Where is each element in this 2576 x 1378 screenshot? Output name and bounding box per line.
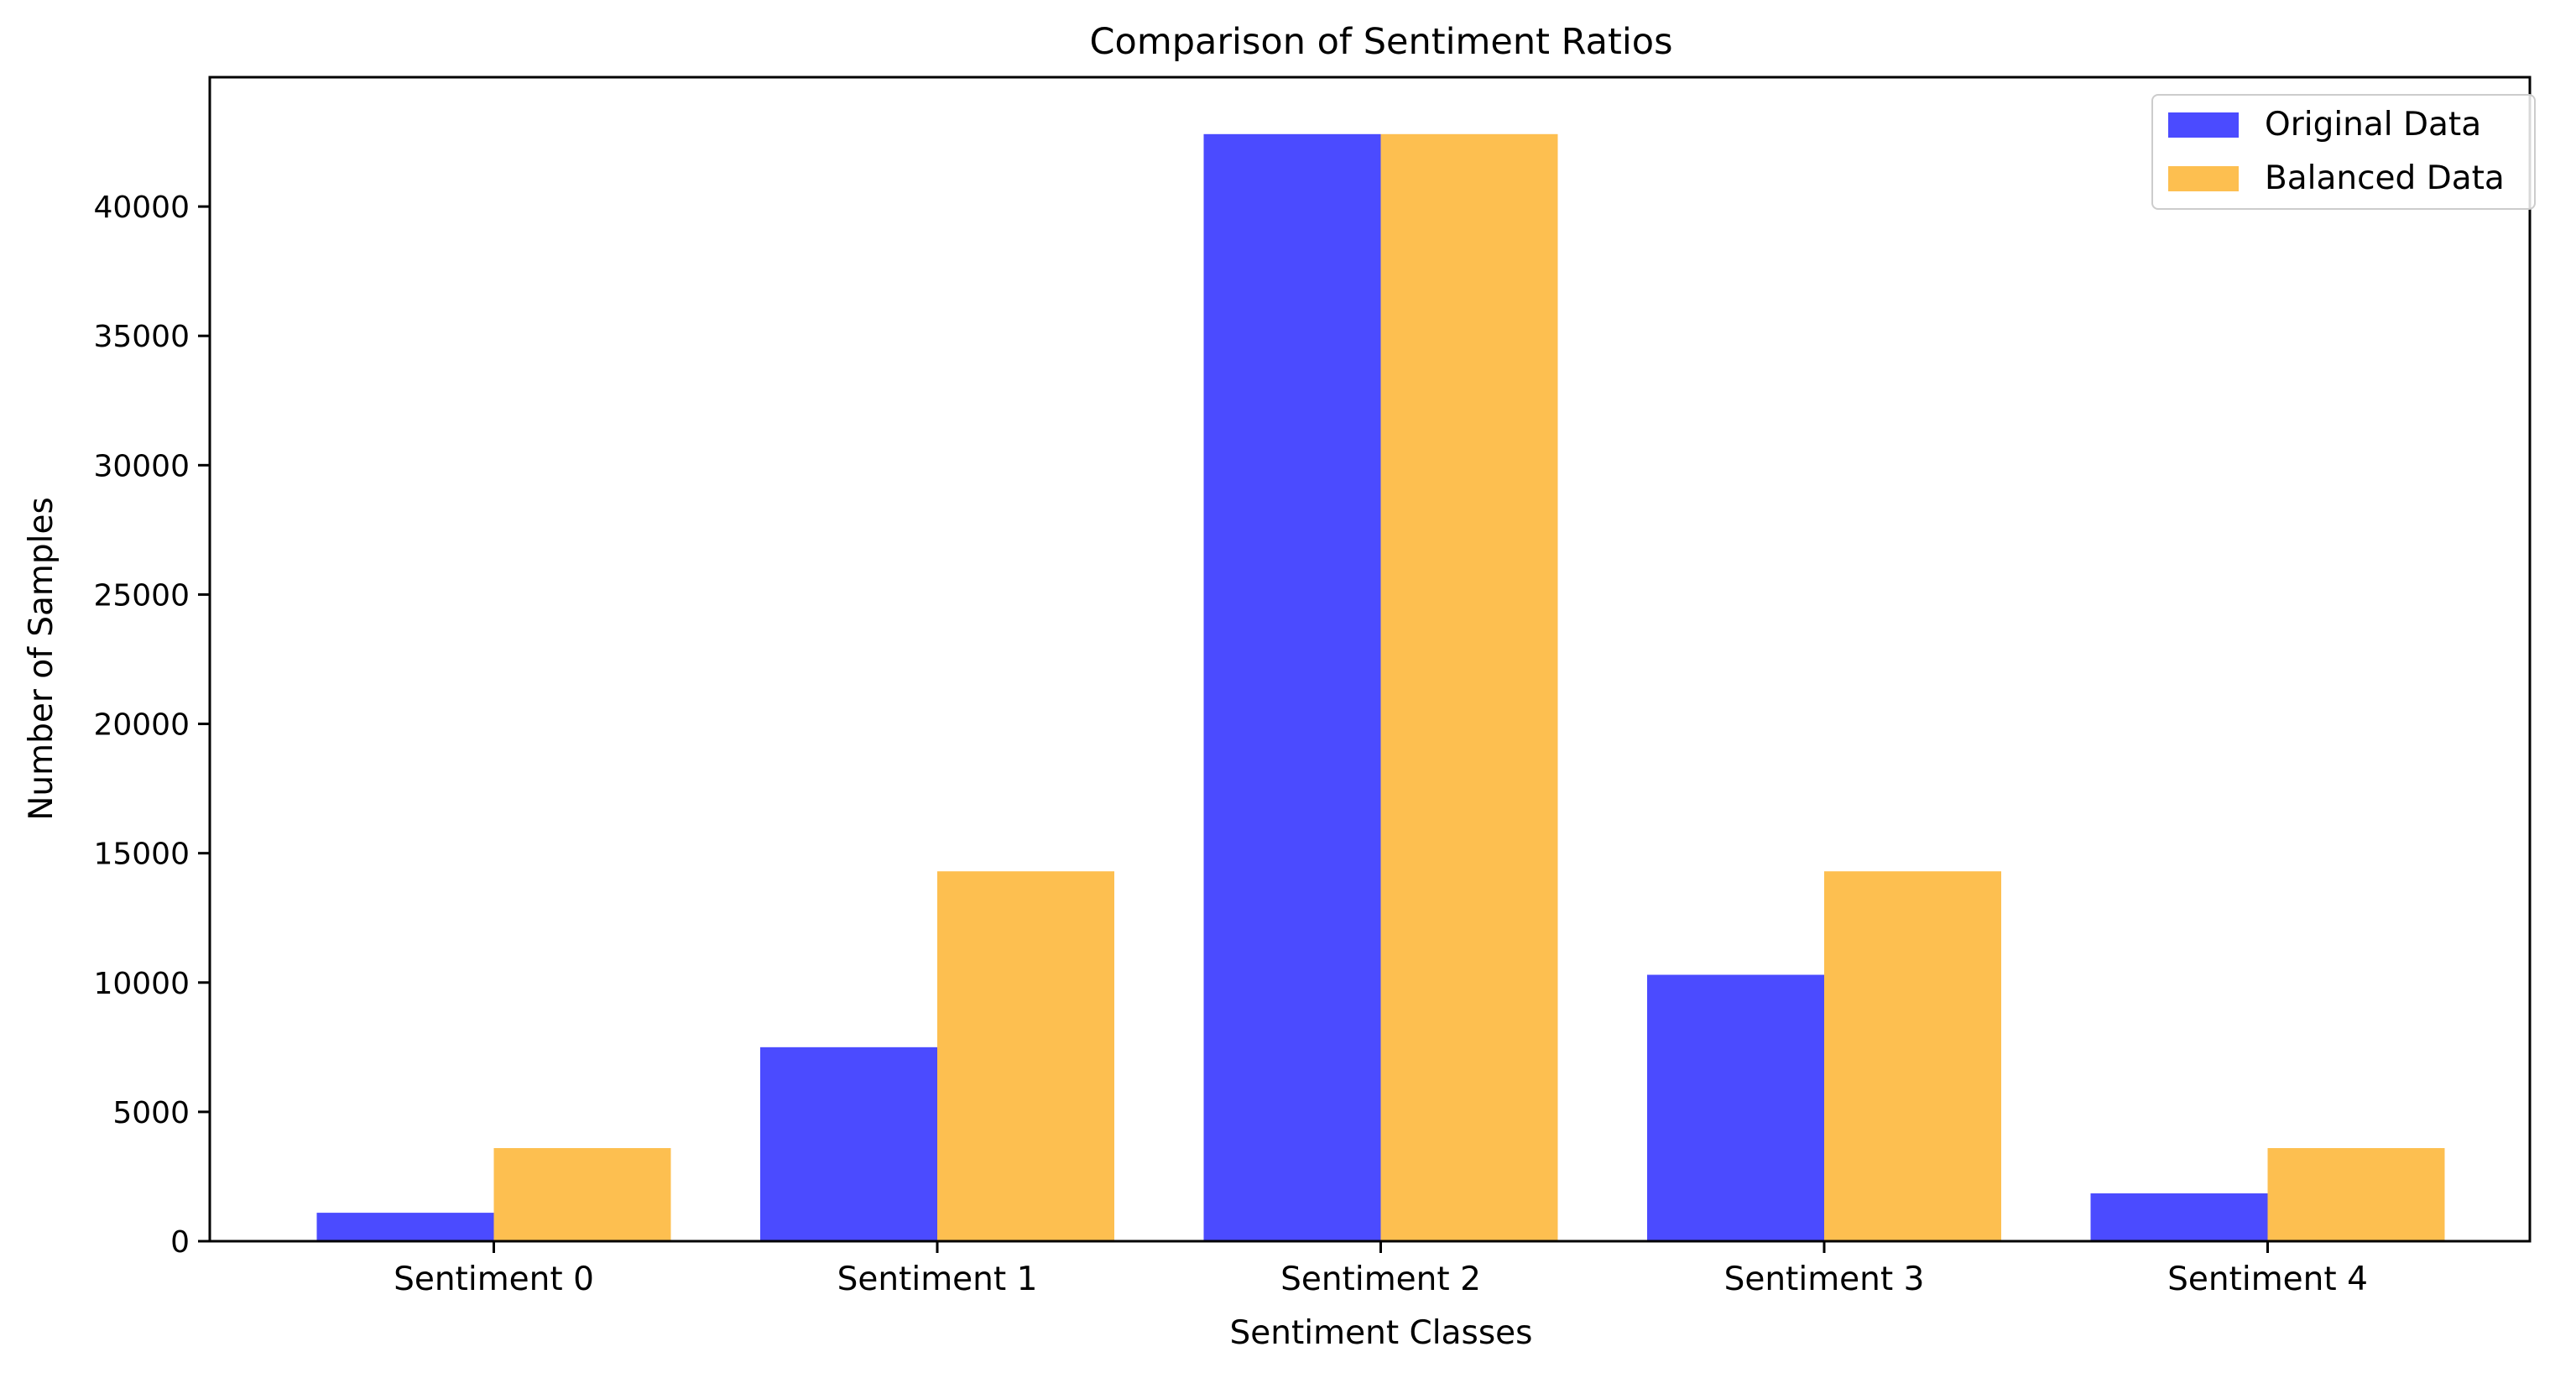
y-tick-label: 10000 bbox=[93, 967, 190, 1001]
x-tick-label: Sentiment 2 bbox=[1280, 1261, 1481, 1298]
y-tick-label: 35000 bbox=[93, 320, 190, 354]
y-axis-label: Number of Samples bbox=[23, 497, 60, 821]
bar-balanced-data-4 bbox=[2267, 1148, 2445, 1241]
legend-label: Balanced Data bbox=[2265, 159, 2505, 197]
bar-balanced-data-1 bbox=[937, 871, 1114, 1241]
legend: Original Data Balanced Data bbox=[2151, 94, 2536, 210]
bar-original-data-2 bbox=[1203, 133, 1381, 1242]
x-tick-label: Sentiment 3 bbox=[1724, 1261, 1925, 1298]
y-tick-label: 20000 bbox=[93, 708, 190, 743]
bar-original-data-1 bbox=[760, 1047, 937, 1241]
bar-balanced-data-3 bbox=[1824, 871, 2001, 1241]
chart-title: Comparison of Sentiment Ratios bbox=[1090, 21, 1673, 63]
legend-swatch bbox=[2168, 166, 2239, 191]
bars-group bbox=[316, 133, 2445, 1242]
x-tick-label: Sentiment 0 bbox=[394, 1261, 594, 1298]
y-axis: 0 5000 10000 15000 20000 25000 30000 35000 40000 bbox=[93, 191, 210, 1260]
legend-box bbox=[2151, 94, 2536, 210]
y-tick-label: 5000 bbox=[112, 1096, 190, 1130]
y-tick-label: 25000 bbox=[93, 578, 190, 613]
plot-frame bbox=[208, 76, 2532, 1243]
x-axis-label: Sentiment Classes bbox=[1230, 1314, 1533, 1352]
legend-swatch bbox=[2168, 112, 2239, 138]
legend-label: Original Data bbox=[2265, 106, 2481, 144]
x-tick-label: Sentiment 4 bbox=[2167, 1261, 2368, 1298]
x-axis: Sentiment 0 Sentiment 1 Sentiment 2 Sentime… bbox=[394, 1241, 2368, 1298]
y-tick-label: 30000 bbox=[93, 449, 190, 483]
y-tick-label: 0 bbox=[170, 1225, 190, 1260]
bar-original-data-0 bbox=[316, 1213, 494, 1241]
bar-balanced-data-0 bbox=[493, 1148, 671, 1241]
y-tick-label: 15000 bbox=[93, 838, 190, 872]
y-tick-label: 40000 bbox=[93, 191, 190, 225]
x-tick-label: Sentiment 1 bbox=[837, 1261, 1038, 1298]
bar-original-data-4 bbox=[2090, 1193, 2268, 1241]
bar-original-data-3 bbox=[1647, 974, 1824, 1241]
bar-balanced-data-2 bbox=[1380, 133, 1558, 1242]
